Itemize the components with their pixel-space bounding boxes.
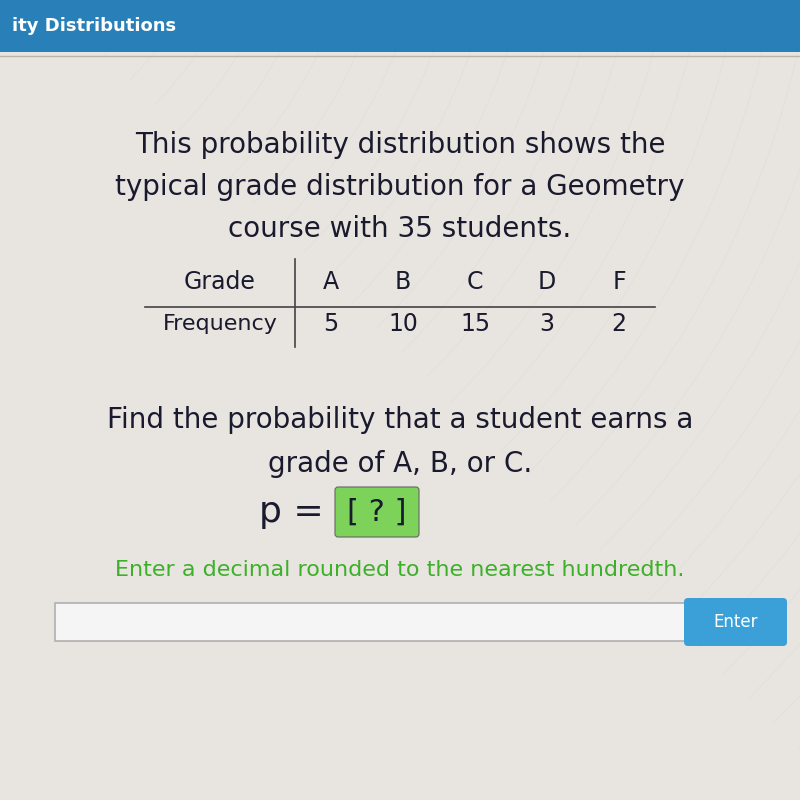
FancyBboxPatch shape (684, 598, 787, 646)
Text: typical grade distribution for a Geometry: typical grade distribution for a Geometr… (115, 173, 685, 201)
Text: 5: 5 (323, 312, 338, 336)
Text: grade of A, B, or C.: grade of A, B, or C. (268, 450, 532, 478)
Text: 2: 2 (611, 312, 626, 336)
Text: 10: 10 (388, 312, 418, 336)
Text: Enter: Enter (714, 613, 758, 631)
Text: Enter a decimal rounded to the nearest hundredth.: Enter a decimal rounded to the nearest h… (115, 560, 685, 580)
Text: This probability distribution shows the: This probability distribution shows the (134, 131, 666, 159)
Text: p =: p = (258, 495, 335, 529)
Text: [ ? ]: [ ? ] (347, 498, 406, 526)
Bar (55, 603, 685, 641)
Text: C: C (466, 270, 483, 294)
Text: D: D (538, 270, 556, 294)
Text: Grade: Grade (184, 270, 256, 294)
Text: Find the probability that a student earns a: Find the probability that a student earn… (107, 406, 693, 434)
Text: A: A (323, 270, 339, 294)
FancyBboxPatch shape (335, 487, 419, 537)
Text: 3: 3 (539, 312, 554, 336)
Text: Frequency: Frequency (162, 314, 278, 334)
Text: 15: 15 (460, 312, 490, 336)
Text: ity Distributions: ity Distributions (12, 17, 176, 35)
Text: B: B (395, 270, 411, 294)
Bar (0, 0, 800, 52)
Text: F: F (612, 270, 626, 294)
Text: course with 35 students.: course with 35 students. (228, 215, 572, 243)
